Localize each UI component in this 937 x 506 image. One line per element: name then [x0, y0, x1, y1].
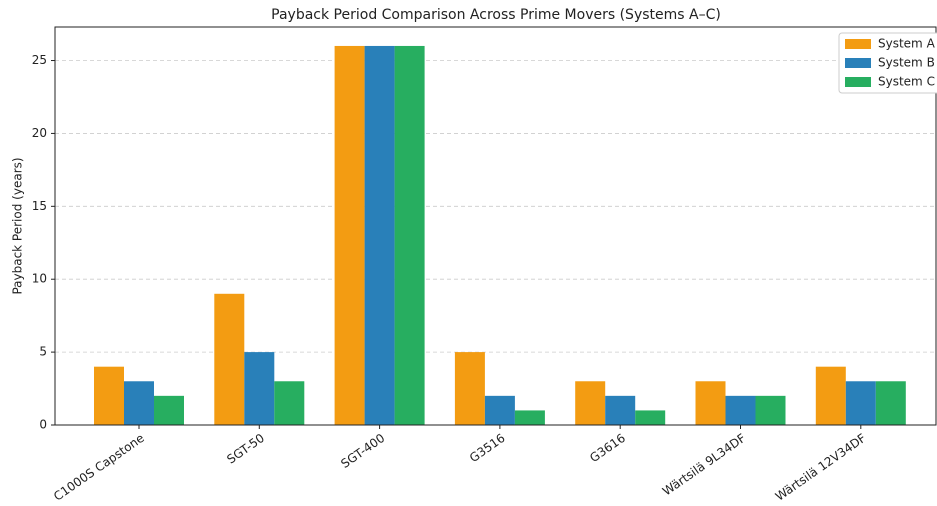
bar	[454, 352, 485, 425]
y-tick-label: 15	[32, 199, 47, 213]
x-tick-label: G3516	[467, 431, 508, 465]
x-tick-label: SGT-400	[338, 431, 387, 471]
x-tick-label: Wärtsilä 9L34DF	[660, 431, 748, 499]
bar	[274, 381, 305, 425]
bar	[484, 395, 515, 425]
bar	[124, 381, 154, 425]
x-tick-label: G3616	[587, 431, 628, 465]
y-tick-label: 0	[39, 418, 47, 432]
bar	[214, 293, 245, 425]
bar	[875, 381, 906, 425]
bar	[635, 410, 666, 425]
bar	[364, 45, 395, 425]
bar	[845, 381, 876, 425]
legend-swatch	[845, 58, 871, 68]
legend-label: System A	[878, 37, 936, 51]
bar	[334, 45, 365, 425]
y-tick-label: 25	[32, 53, 47, 67]
legend-swatch	[845, 39, 871, 49]
x-tick-label: Wärtsilä 12V34DF	[773, 431, 869, 504]
bar	[695, 381, 726, 425]
bar	[605, 395, 636, 425]
bar	[575, 381, 606, 425]
legend-label: System B	[878, 56, 935, 70]
bar	[394, 45, 425, 425]
bar	[94, 366, 124, 425]
bar	[755, 395, 786, 425]
y-tick-label: 10	[32, 272, 47, 286]
plot-frame	[54, 26, 937, 426]
chart-title: Payback Period Comparison Across Prime M…	[271, 7, 721, 23]
x-tick-label: SGT-50	[224, 431, 267, 467]
bar	[154, 395, 184, 425]
bar	[725, 395, 756, 425]
bar	[514, 410, 545, 425]
legend-swatch	[845, 77, 871, 87]
y-axis-label: Payback Period (years)	[11, 157, 25, 294]
bar	[815, 366, 846, 425]
legend-label: System C	[878, 75, 935, 89]
y-tick-label: 20	[32, 126, 47, 140]
bar	[244, 352, 275, 425]
x-tick-label: C1000S Capstone	[51, 431, 147, 504]
y-tick-label: 5	[39, 345, 47, 359]
